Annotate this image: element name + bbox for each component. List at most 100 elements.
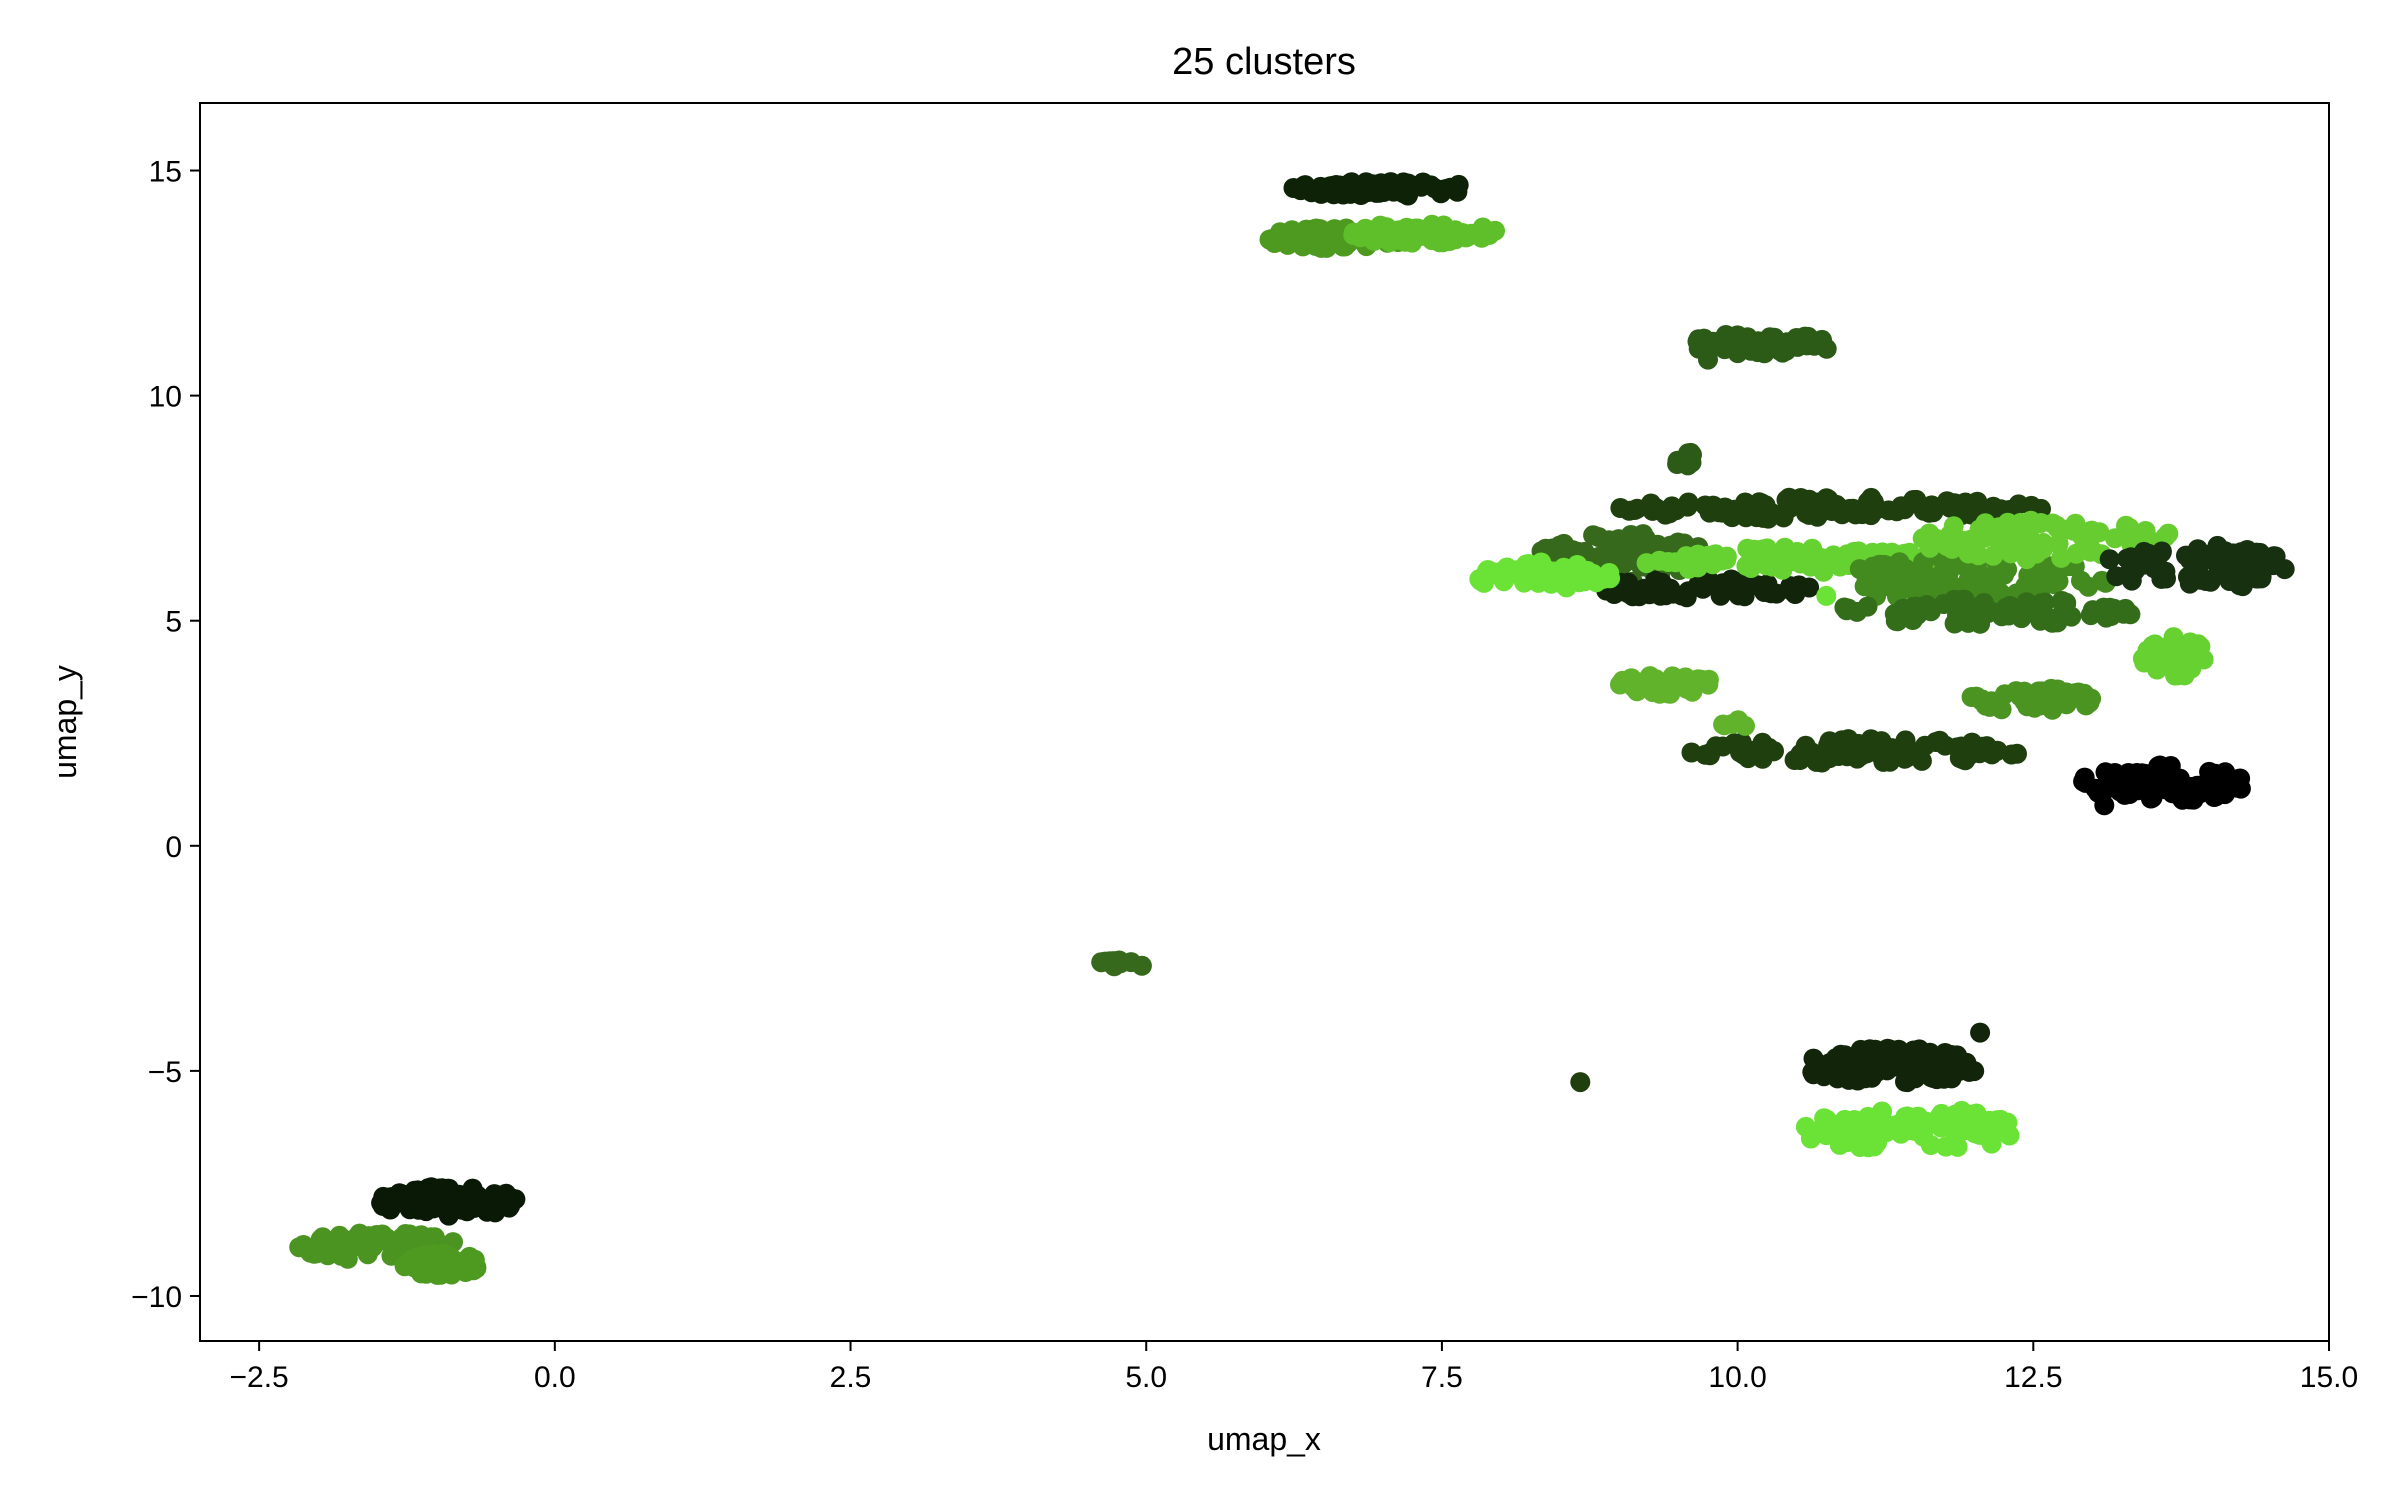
scatter-point [1301,182,1322,203]
scatter-point [2214,765,2234,785]
scatter-point [376,1231,397,1251]
scatter-point [1570,1072,1591,1093]
scatter-point [1871,731,1892,752]
scatter-point [2026,543,2047,564]
scatter-point [423,1244,444,1264]
scatter-point [1920,601,1941,622]
scatter-point [1964,1061,1985,1082]
scatter-point [2007,743,2027,764]
scatter-point [1763,741,1784,762]
scatter-point [1663,583,1683,604]
scatter-point [1987,740,2008,761]
y-tick-label: 0 [165,831,182,864]
scatter-point [331,1245,351,1266]
scatter-point [383,1188,404,1209]
scatter-point [1999,1125,2020,1146]
scatter-point [485,1202,506,1223]
scatter-point [1772,337,1793,358]
scatter-point [1894,748,1915,769]
scatter-point [1799,577,1820,598]
y-tick-label: 5 [165,606,182,639]
scatter-point [1966,686,1987,707]
scatter-point [2052,593,2073,614]
scatter-point [1959,1104,1980,1125]
scatter-point [2081,688,2102,709]
y-tick-label: −5 [148,1056,182,1089]
scatter-point [1823,545,1844,566]
scatter-point [1549,535,1570,556]
scatter-point [1753,547,1773,568]
x-tick-label: 5.0 [1125,1361,1167,1394]
scatter-point [395,1224,416,1244]
scatter-point [2094,795,2115,816]
x-tick-label: 15.0 [2300,1361,2358,1394]
scatter-point [2229,777,2250,798]
scatter-point [1923,530,1944,551]
chart-title: 25 clusters [1172,41,1356,83]
scatter-point [1477,560,1498,580]
scatter-point [1816,585,1837,606]
y-axis-label: umap_y [47,665,83,779]
scatter-point [1816,1109,1837,1130]
scatter-point [1699,502,1720,523]
scatter-point [469,1192,490,1213]
scatter-point [2274,559,2295,580]
scatter-point [2156,758,2177,779]
scatter-point [1933,1050,1954,1071]
scatter-point [1829,1134,1850,1155]
scatter-point [1959,599,1980,620]
y-tick-label: 10 [149,381,182,414]
scatter-point [1970,1022,1991,1043]
scatter-point [1869,1059,1890,1080]
scatter-point [1905,596,1926,617]
scatter-point [1964,564,1985,585]
scatter-point [1839,498,1860,519]
plot-area [289,172,2295,1285]
scatter-point [2000,543,2021,564]
scatter-point [1531,552,1552,573]
scatter-point [2190,545,2211,566]
scatter-point [1810,1058,1830,1079]
scatter-point [1324,219,1345,240]
scatter-point [1110,953,1131,974]
scatter-point [1681,452,1702,473]
scatter-point [2080,605,2101,626]
scatter-point [1847,601,1867,622]
scatter-point [1720,577,1740,598]
scatter-point [2012,687,2033,708]
scatter-point [2130,775,2151,796]
scatter-point [1887,611,1908,632]
scatter-point [440,1251,461,1272]
scatter-point [1945,1129,1965,1150]
scatter-point [1994,564,2015,585]
scatter-point [1967,491,1988,512]
scatter-point [416,1201,437,1222]
scatter-point [1803,1122,1824,1142]
x-tick-label: 0.0 [534,1361,576,1394]
scatter-point [1756,335,1777,355]
scatter-point [1716,546,1737,567]
scatter-point [1776,489,1797,510]
scatter-point [1755,495,1776,516]
scatter-point [1493,560,1514,581]
x-axis-label: umap_x [1207,1421,1321,1457]
scatter-point [452,1186,473,1207]
x-tick-label: 7.5 [1421,1361,1463,1394]
scatter-point [1661,496,1682,517]
scatter-point [310,1229,331,1250]
scatter-point [421,1177,442,1198]
scatter-point [1920,1112,1941,1133]
scatter-point [1787,336,1808,357]
scatter-point [404,1257,425,1278]
scatter-point [1960,529,1981,550]
scatter-point [1732,328,1753,349]
scatter-point [1700,745,1720,766]
scatter-point [2163,627,2184,648]
scatter-point [1682,681,1703,702]
scatter-point [2231,542,2252,563]
scatter-point [1885,564,1906,585]
scatter-point [1599,530,1620,551]
scatter-point [1847,748,1868,769]
scatter-point [2041,691,2062,712]
